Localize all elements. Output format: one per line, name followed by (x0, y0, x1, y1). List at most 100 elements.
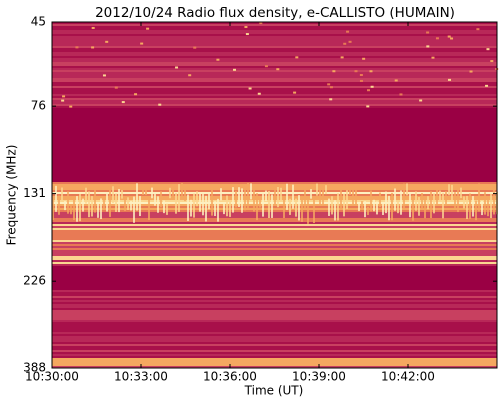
texture-row (52, 266, 497, 268)
texture-streak (283, 197, 285, 218)
texture-streak (61, 187, 63, 201)
texture-row (52, 310, 497, 312)
texture-streak (373, 199, 375, 212)
texture-speck (426, 31, 430, 34)
texture-streak (472, 196, 474, 217)
texture-speck (340, 56, 344, 59)
texture-streak (295, 198, 297, 217)
texture-streak (256, 193, 258, 221)
texture-row (52, 208, 497, 210)
texture-row (52, 54, 497, 56)
texture-speck (175, 66, 179, 69)
texture-streak (244, 184, 246, 211)
texture-row (52, 212, 497, 214)
texture-row (52, 68, 497, 70)
texture-streak (148, 199, 150, 221)
texture-streak (151, 187, 153, 199)
texture-speck (257, 92, 261, 95)
texture-streak (55, 185, 57, 212)
texture-row (52, 352, 497, 354)
texture-row (52, 58, 497, 60)
texture-row (52, 180, 497, 182)
texture-streak (355, 185, 357, 207)
texture-row (52, 88, 497, 90)
texture-row (52, 260, 497, 262)
texture-streak (481, 200, 483, 216)
texture-row (52, 42, 497, 44)
texture-streak (487, 197, 489, 217)
texture-speck (193, 46, 197, 49)
texture-streak (169, 187, 171, 199)
texture-streak (322, 187, 324, 205)
texture-row (52, 218, 497, 220)
texture-streak (463, 196, 465, 209)
texture-streak (442, 192, 444, 219)
texture-streak (301, 195, 303, 222)
texture-row (52, 354, 497, 356)
texture-row (52, 336, 497, 338)
texture-streak (430, 191, 432, 219)
texture-streak (136, 183, 138, 211)
texture-speck (259, 22, 263, 25)
texture-streak (130, 200, 132, 211)
x-tick-label: 10:33:00 (114, 370, 168, 384)
texture-row (52, 120, 497, 122)
texture-row (52, 94, 497, 96)
texture-speck (448, 78, 452, 81)
texture-streak (196, 191, 198, 207)
texture-streak (109, 190, 111, 217)
texture-row (52, 64, 497, 66)
texture-row (52, 176, 497, 178)
texture-row (52, 264, 497, 266)
texture-row (52, 356, 497, 358)
texture-streak (70, 204, 72, 215)
texture-row (52, 138, 497, 140)
x-tick-label: 10:36:00 (203, 370, 257, 384)
texture-row (52, 302, 497, 304)
texture-row (52, 76, 497, 78)
texture-streak (379, 192, 381, 207)
texture-streak (418, 196, 420, 216)
texture-streak (451, 184, 453, 201)
texture-streak (85, 187, 87, 204)
texture-row (52, 366, 497, 368)
texture-streak (166, 203, 168, 215)
texture-streak (157, 196, 159, 213)
texture-row (52, 100, 497, 102)
texture-streak (340, 185, 342, 210)
texture-speck (158, 103, 162, 106)
texture-row (52, 50, 497, 52)
texture-row (52, 206, 497, 208)
texture-row (52, 322, 497, 324)
texture-row (52, 346, 497, 348)
texture-streak (466, 195, 468, 219)
texture-speck (244, 26, 248, 29)
texture-streak (325, 185, 327, 195)
texture-streak (205, 195, 207, 222)
texture-streak (394, 188, 396, 211)
texture-row (52, 240, 497, 242)
texture-streak (412, 195, 414, 221)
texture-speck (343, 42, 347, 45)
texture-speck (435, 37, 439, 40)
texture-row (52, 284, 497, 286)
texture-streak (478, 183, 480, 212)
texture-streak (112, 186, 114, 204)
texture-streak (91, 196, 93, 217)
texture-row (52, 330, 497, 332)
texture-row (52, 148, 497, 150)
texture-row (52, 122, 497, 124)
texture-row (52, 154, 497, 156)
texture-streak (454, 192, 456, 209)
texture-streak (124, 198, 126, 211)
texture-row (52, 304, 497, 306)
texture-speck (359, 74, 363, 77)
texture-streak (229, 200, 231, 217)
texture-speck (486, 48, 490, 51)
texture-streak (175, 192, 177, 214)
texture-streak (376, 201, 378, 215)
texture-row (52, 174, 497, 176)
texture-speck (426, 45, 430, 48)
texture-streak (421, 193, 423, 209)
texture-row (52, 204, 497, 206)
